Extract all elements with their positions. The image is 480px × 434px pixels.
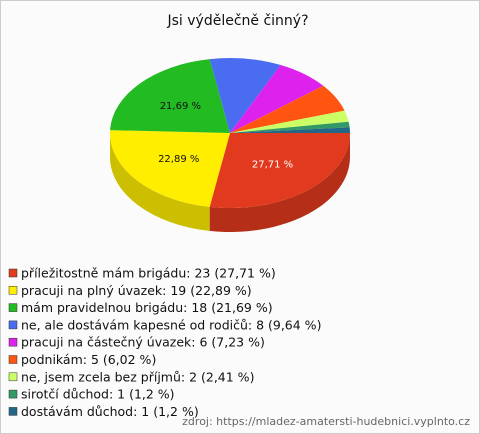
legend: příležitostně mám brigádu: 23 (27,71 %) p… — [8, 266, 321, 419]
slice-label: 21,69 % — [160, 101, 201, 112]
source: zdroj: https://mladez-amatersti-hudebnic… — [182, 415, 470, 428]
slice — [109, 130, 230, 207]
legend-swatch — [8, 389, 18, 399]
slice — [230, 127, 350, 133]
slice-label: 27,71 % — [252, 160, 293, 171]
slice — [209, 133, 350, 209]
legend-swatch — [8, 320, 18, 330]
legend-label: pracuji na částečný úvazek: 6 (7,23 %) — [21, 335, 265, 350]
legend-label: dostávám důchod: 1 (1,2 %) — [21, 404, 199, 419]
chart-title: Jsi výdělečně činný? — [166, 13, 308, 29]
slice — [230, 85, 345, 133]
legend-swatch — [8, 355, 18, 364]
slice — [230, 121, 350, 133]
legend-label: mám pravidelnou brigádu: 18 (21,69 %) — [21, 300, 273, 315]
legend-label: sirotčí důchod: 1 (1,2 %) — [21, 387, 175, 402]
slice-side — [110, 133, 210, 231]
slice-label: 22,89 % — [158, 154, 199, 165]
legend-swatch — [8, 286, 18, 295]
slice — [110, 59, 230, 134]
legend-swatch — [8, 268, 18, 278]
legend-label: příležitostně mám brigádu: 23 (27,71 %) — [21, 266, 276, 281]
legend-swatch — [8, 372, 18, 382]
legend-swatch — [8, 337, 18, 347]
legend-label: ne, jsem zcela bez příjmů: 2 (2,41 %) — [21, 369, 254, 384]
legend-label: ne, ale dostávám kapesné od rodičů: 8 (9… — [21, 317, 321, 332]
legend-label: podnikám: 5 (6,02 %) — [21, 352, 156, 367]
legend-label: pracuji na plný úvazek: 19 (22,89 %) — [21, 283, 252, 298]
slice-side — [209, 133, 350, 232]
slice — [230, 65, 324, 133]
slice — [209, 58, 281, 133]
slice — [230, 110, 349, 133]
legend-swatch — [8, 303, 18, 312]
legend-swatch — [8, 407, 18, 416]
pie: 27,71 % 22,89 % 21,69 % — [109, 58, 350, 232]
